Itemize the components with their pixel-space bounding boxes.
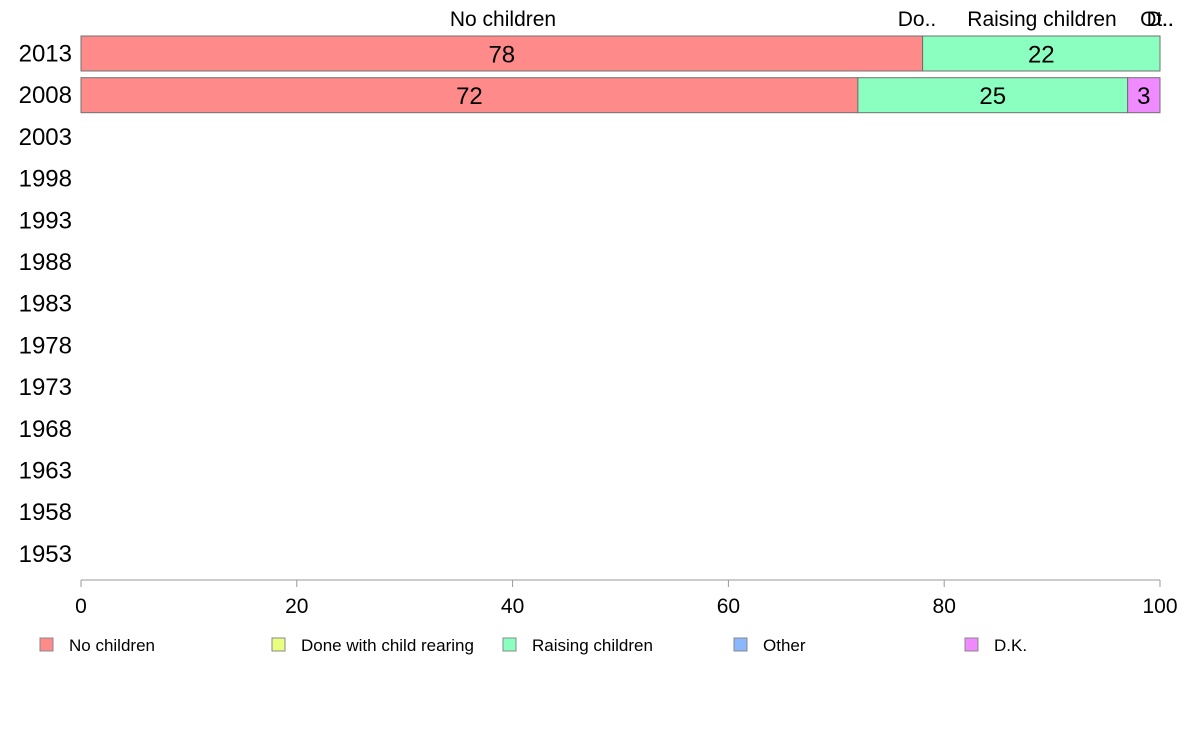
legend-swatch	[733, 637, 748, 652]
top-series-label: Do..	[898, 8, 937, 31]
top-series-label: Raising children	[967, 8, 1116, 31]
y-tick-label: 1978	[19, 332, 72, 359]
y-axis: 2013 2008 2003 1998 1993 1988 1983 1978 1973 1968…	[19, 41, 72, 568]
x-tick-label: 100	[1142, 595, 1177, 618]
y-tick-label: 1953	[19, 541, 72, 568]
top-series-label: D..	[1147, 8, 1174, 31]
legend-swatch	[39, 637, 54, 652]
y-tick-label: 1973	[19, 374, 72, 401]
legend-label: No children	[69, 636, 155, 655]
y-tick-label: 1963	[19, 458, 72, 485]
bars: 78 22 72 25 3	[80, 35, 1161, 114]
x-tick-label: 80	[933, 595, 956, 618]
x-axis: 0 20 40 60 80 100	[75, 579, 1178, 618]
y-tick-label: 1958	[19, 499, 72, 526]
y-tick-label: 1993	[19, 207, 72, 234]
y-tick-label: 1968	[19, 416, 72, 443]
y-tick-label: 2008	[19, 82, 72, 109]
bar-value-label: 72	[456, 83, 483, 110]
bar-value-label: 78	[488, 42, 515, 69]
legend-label: Done with child rearing	[301, 636, 474, 655]
legend-label: Other	[763, 636, 806, 655]
legend-swatch	[271, 637, 286, 652]
legend-swatch	[502, 637, 517, 652]
x-tick-label: 0	[75, 595, 87, 618]
y-tick-label: 2003	[19, 124, 72, 151]
legend-label: Raising children	[532, 636, 653, 655]
legend-swatch	[964, 637, 979, 652]
y-tick-label: 1998	[19, 166, 72, 193]
x-tick-label: 60	[717, 595, 740, 618]
bar-value-label: 25	[979, 83, 1006, 110]
legend: No children Done with child rearing Raisin…	[39, 636, 1027, 655]
x-tick-label: 20	[285, 595, 308, 618]
top-series-label: Ot..	[1140, 8, 1174, 31]
bar-value-label: 3	[1137, 83, 1150, 110]
legend-label: D.K.	[994, 636, 1027, 655]
bar-segment	[922, 35, 1161, 72]
y-tick-label: 1983	[19, 291, 72, 318]
top-series-label: No children	[450, 8, 556, 31]
bar-value-label: 22	[1028, 42, 1055, 69]
bar-segment	[1127, 77, 1161, 114]
x-tick-label: 40	[501, 595, 524, 618]
y-tick-label: 2013	[19, 41, 72, 68]
y-tick-label: 1988	[19, 249, 72, 276]
top-series-labels: No children Do.. Raising children Ot..D..	[450, 8, 1174, 31]
